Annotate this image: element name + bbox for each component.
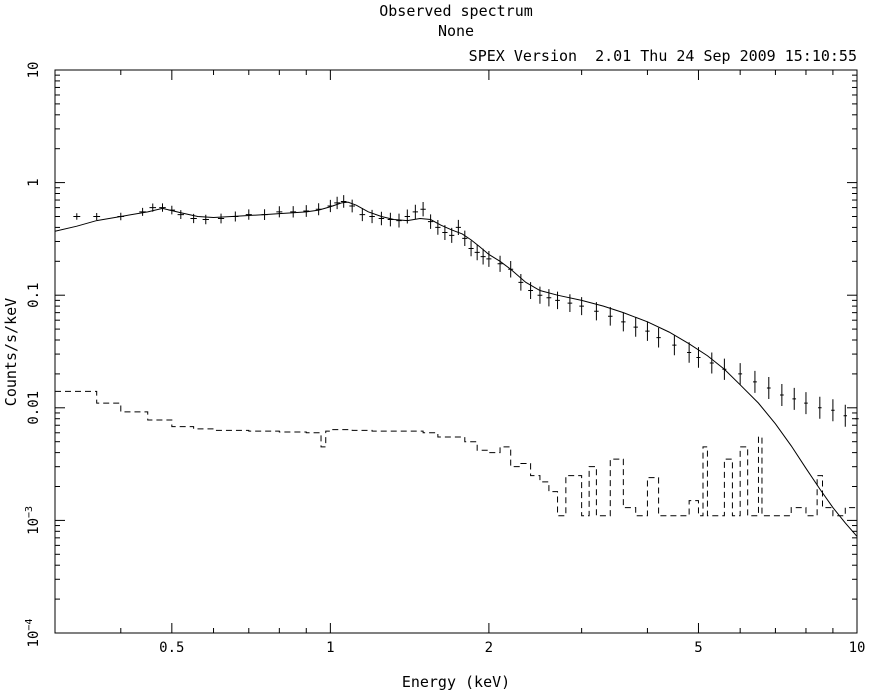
data-point	[177, 210, 185, 220]
data-point	[555, 291, 560, 310]
x-tick-label: 5	[694, 640, 702, 656]
data-point	[818, 396, 822, 419]
data-point	[766, 376, 771, 399]
data-point	[804, 392, 808, 415]
data-point	[608, 306, 613, 326]
data-point	[442, 225, 448, 241]
x-tick-label: 1	[326, 640, 334, 656]
y-tick-label: 1	[26, 178, 42, 186]
data-point	[672, 335, 677, 356]
background-spectrum-line	[55, 390, 858, 517]
data-point	[474, 244, 480, 261]
data-point	[480, 248, 486, 265]
data-point	[567, 294, 573, 313]
x-tick-label: 10	[849, 640, 866, 656]
data-point	[645, 321, 650, 341]
y-tick-label: 10−4	[24, 619, 42, 648]
y-tick-label: 0.01	[26, 391, 42, 425]
plot-frame	[54, 69, 858, 634]
chart-subtitle: None	[438, 22, 474, 40]
data-point	[159, 203, 166, 212]
x-axis-label: Energy (keV)	[402, 673, 510, 691]
axis-ticks	[54, 70, 858, 634]
data-point	[404, 209, 411, 224]
data-point	[738, 363, 743, 385]
data-point	[696, 347, 701, 368]
data-points	[73, 195, 859, 430]
data-point	[594, 302, 599, 321]
data-point	[462, 230, 468, 246]
data-point	[378, 211, 385, 226]
data-point	[93, 213, 101, 220]
data-point	[340, 195, 347, 208]
data-point	[396, 213, 402, 228]
data-point	[290, 206, 297, 218]
data-point	[276, 206, 283, 218]
data-point	[546, 289, 552, 307]
data-point	[349, 199, 355, 213]
data-point	[303, 205, 310, 217]
data-point	[753, 370, 757, 393]
data-point	[780, 383, 784, 406]
data-point	[202, 214, 209, 225]
data-point	[709, 352, 714, 374]
y-tick-labels: 10 1 0.1 0.01 10−3 10−4	[24, 62, 42, 648]
chart-title: Observed spectrum	[379, 2, 533, 20]
series-group	[54, 195, 859, 537]
data-point	[792, 387, 797, 410]
data-point	[468, 240, 474, 257]
data-point	[139, 207, 146, 216]
data-point	[427, 214, 434, 229]
data-point	[518, 274, 524, 291]
chart-header: SPEX Version 2.01 Thu 24 Sep 2009 15:10:…	[469, 47, 857, 65]
y-axis-label: Counts/s/keV	[2, 298, 20, 406]
data-point	[633, 317, 638, 337]
data-point	[217, 213, 225, 224]
data-point	[412, 204, 419, 219]
data-point	[420, 202, 426, 217]
data-point	[369, 209, 375, 224]
data-point	[73, 213, 81, 220]
data-point	[486, 250, 492, 267]
model-spectrum-line	[54, 201, 858, 537]
x-tick-label: 0.5	[159, 640, 184, 656]
y-tick-label: 10	[26, 62, 42, 79]
data-point	[334, 196, 340, 210]
data-point	[245, 209, 252, 220]
data-point	[843, 404, 847, 427]
y-tick-label: 0.1	[26, 283, 42, 308]
data-point	[497, 255, 503, 272]
x-tick-label: 2	[485, 640, 493, 656]
data-point	[621, 312, 626, 332]
data-point	[687, 342, 692, 363]
data-point	[435, 220, 441, 235]
data-point	[855, 407, 859, 430]
y-tick-label: 10−3	[24, 506, 42, 535]
x-tick-labels: 0.5 1 2 5 10	[159, 640, 865, 656]
data-point	[359, 208, 366, 222]
data-point	[831, 399, 835, 422]
data-point	[537, 286, 543, 304]
data-point	[656, 327, 661, 348]
